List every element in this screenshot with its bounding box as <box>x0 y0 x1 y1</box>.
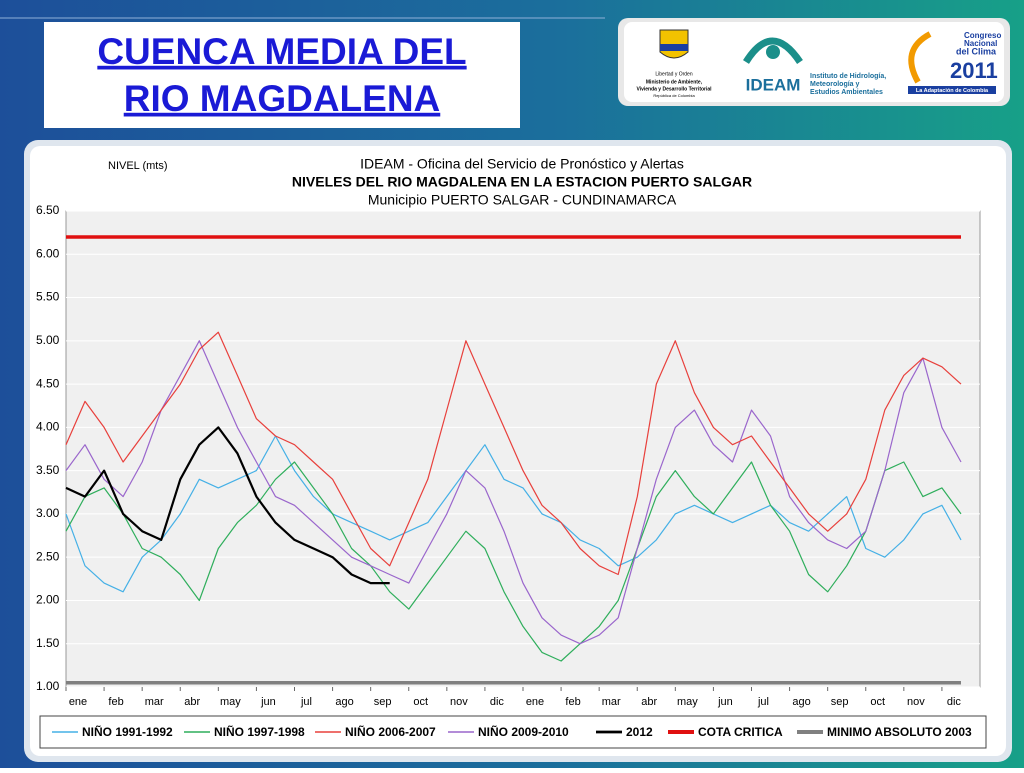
x-tick-label: jul <box>757 696 769 708</box>
x-tick-label: dic <box>490 696 505 708</box>
logo-text: Instituto de Hidrología, <box>810 73 886 80</box>
slide-title: CUENCA MEDIA DEL <box>97 31 466 72</box>
slide-title: RIO MAGDALENA <box>124 78 441 119</box>
logo-text: La Adaptación de Colombia <box>916 88 989 94</box>
x-tick-label: oct <box>870 696 885 708</box>
logo-inner <box>624 22 1004 102</box>
x-tick-label: jun <box>717 696 733 708</box>
y-tick-label: 1.50 <box>36 636 60 650</box>
x-tick-label: ago <box>335 696 353 708</box>
plot: 1.00 1.50 2.00 2.50 3.00 3.50 4.00 4.50 5.00 5.50… <box>36 203 980 739</box>
x-tick-label: abr <box>184 696 200 708</box>
x-tick-label: ene <box>526 696 544 708</box>
x-tick-label: may <box>220 696 241 708</box>
chart-title: NIVELES DEL RIO MAGDALENA EN LA ESTACION… <box>292 174 752 190</box>
y-tick-label: 4.00 <box>36 420 60 434</box>
title-box <box>44 22 520 128</box>
x-tick-label: abr <box>641 696 657 708</box>
logo-text: Estudios Ambientales <box>810 89 883 96</box>
x-tick-label: sep <box>831 696 849 708</box>
chart-subtitle: Municipio PUERTO SALGAR - CUNDINAMARCA <box>368 192 677 208</box>
y-tick-label: 4.50 <box>36 376 60 390</box>
ideam-logo: IDEAM <box>746 75 801 94</box>
y-tick-label: 2.00 <box>36 593 60 607</box>
x-tick-label: jun <box>260 696 276 708</box>
x-tick-label: mar <box>602 696 621 708</box>
y-tick-label: 6.00 <box>36 246 60 260</box>
logo-text: Ministerio de Ambiente, <box>646 79 703 85</box>
logo-text: Meteorología y <box>810 81 860 88</box>
legend-label: NIÑO 1991-1992 <box>82 724 173 739</box>
legend-label: COTA CRITICA <box>698 725 783 739</box>
x-tick-label: ene <box>69 696 87 708</box>
y-tick-label: 5.50 <box>36 290 60 304</box>
shield-band <box>660 44 688 51</box>
series-line <box>65 331 962 576</box>
logo-text: del Clima <box>956 46 997 56</box>
x-tick-label: sep <box>374 696 392 708</box>
x-tick-label: nov <box>450 696 468 708</box>
x-tick-label: nov <box>907 696 925 708</box>
congress-tag-bg <box>908 86 996 94</box>
logo-text: República de Colombia <box>653 93 695 98</box>
x-tick-label: oct <box>413 696 428 708</box>
series-line <box>65 435 962 593</box>
legend-label: NIÑO 2006-2007 <box>345 724 436 739</box>
logo-text: Vivienda y Desarrollo Territorial <box>636 86 712 92</box>
y-tick-label: 6.50 <box>36 203 60 217</box>
ideam-dot <box>766 45 780 59</box>
series-line <box>65 426 390 585</box>
plot-area <box>65 210 981 688</box>
logo-text: Libertad y Orden <box>655 71 692 77</box>
x-tick-label: jul <box>300 696 312 708</box>
y-tick-label: 3.50 <box>36 463 60 477</box>
ideam-arc <box>743 37 803 64</box>
series-line <box>65 340 962 645</box>
y-tick-label: 2.50 <box>36 549 60 563</box>
x-tick-label: mar <box>145 696 164 708</box>
x-tick-label: feb <box>565 696 580 708</box>
y-tick-label: 1.00 <box>36 679 60 693</box>
legend-label: MINIMO ABSOLUTO 2003 <box>827 725 972 739</box>
y-tick-label: 3.00 <box>36 506 60 520</box>
legend-label: NIÑO 1997-1998 <box>214 724 305 739</box>
x-tick-label: may <box>677 696 698 708</box>
series-line <box>65 461 962 662</box>
x-tick-label: dic <box>947 696 962 708</box>
legend-label: NIÑO 2009-2010 <box>478 724 569 739</box>
x-tick-label: feb <box>108 696 123 708</box>
logo-text: Nacional <box>964 39 997 48</box>
logo-text: Congreso <box>964 31 1001 40</box>
y-axis-label: NIVEL (mts) <box>108 160 168 172</box>
x-tick-label: ago <box>792 696 810 708</box>
y-tick-label: 5.00 <box>36 333 60 347</box>
chart-subtitle: IDEAM - Oficina del Servicio de Pronósti… <box>360 156 684 172</box>
congress-swoosh <box>908 31 932 84</box>
logo-year: 2011 <box>950 58 998 83</box>
legend-label: 2012 <box>626 725 653 739</box>
